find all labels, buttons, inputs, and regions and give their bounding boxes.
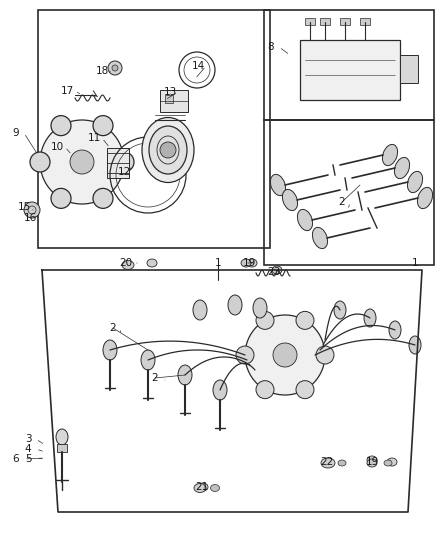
Ellipse shape bbox=[198, 483, 208, 491]
Ellipse shape bbox=[149, 126, 187, 174]
Circle shape bbox=[40, 120, 124, 204]
Text: 5: 5 bbox=[25, 454, 31, 464]
Circle shape bbox=[256, 311, 274, 329]
Bar bbox=[340, 18, 350, 25]
Ellipse shape bbox=[270, 174, 286, 196]
Ellipse shape bbox=[241, 259, 251, 267]
Ellipse shape bbox=[103, 340, 117, 360]
Circle shape bbox=[316, 346, 334, 364]
Ellipse shape bbox=[272, 266, 282, 274]
Circle shape bbox=[114, 152, 134, 172]
Ellipse shape bbox=[194, 483, 206, 492]
Circle shape bbox=[70, 150, 94, 174]
Bar bbox=[264, 10, 434, 120]
Text: 2: 2 bbox=[339, 197, 345, 207]
Ellipse shape bbox=[364, 309, 376, 327]
Ellipse shape bbox=[407, 172, 423, 192]
Circle shape bbox=[24, 202, 40, 218]
Ellipse shape bbox=[417, 188, 433, 208]
Text: 13: 13 bbox=[163, 87, 177, 97]
Ellipse shape bbox=[338, 460, 346, 466]
Circle shape bbox=[51, 188, 71, 208]
Circle shape bbox=[93, 116, 113, 135]
Text: 19: 19 bbox=[242, 258, 256, 268]
Circle shape bbox=[296, 311, 314, 329]
Ellipse shape bbox=[297, 209, 313, 231]
Ellipse shape bbox=[382, 144, 398, 166]
Circle shape bbox=[112, 65, 118, 71]
Text: 2: 2 bbox=[110, 323, 117, 333]
Circle shape bbox=[273, 343, 297, 367]
Ellipse shape bbox=[384, 460, 392, 466]
Text: 1: 1 bbox=[412, 258, 418, 268]
Ellipse shape bbox=[389, 321, 401, 339]
Text: 19: 19 bbox=[365, 457, 378, 467]
Bar bbox=[165, 95, 173, 103]
Text: 23: 23 bbox=[267, 267, 281, 277]
Text: 12: 12 bbox=[117, 167, 131, 177]
Ellipse shape bbox=[395, 157, 410, 179]
Ellipse shape bbox=[141, 350, 155, 370]
Text: 17: 17 bbox=[60, 86, 74, 96]
Text: 9: 9 bbox=[13, 128, 19, 138]
Circle shape bbox=[30, 152, 50, 172]
Text: 10: 10 bbox=[50, 142, 64, 152]
Text: 18: 18 bbox=[95, 66, 109, 76]
Text: 20: 20 bbox=[120, 258, 133, 268]
Ellipse shape bbox=[228, 295, 242, 315]
Ellipse shape bbox=[323, 458, 333, 466]
Ellipse shape bbox=[211, 484, 219, 491]
Circle shape bbox=[51, 116, 71, 135]
Circle shape bbox=[236, 346, 254, 364]
Ellipse shape bbox=[122, 261, 134, 270]
Ellipse shape bbox=[178, 365, 192, 385]
Ellipse shape bbox=[247, 259, 257, 267]
Bar bbox=[38, 10, 270, 248]
Bar bbox=[57, 444, 67, 452]
Ellipse shape bbox=[253, 298, 267, 318]
Text: 15: 15 bbox=[18, 202, 31, 212]
Text: 8: 8 bbox=[268, 42, 274, 52]
Bar bbox=[360, 18, 370, 25]
Bar bbox=[107, 148, 129, 178]
Ellipse shape bbox=[367, 456, 377, 464]
Circle shape bbox=[108, 61, 122, 75]
Ellipse shape bbox=[409, 336, 421, 354]
Ellipse shape bbox=[142, 117, 194, 182]
Ellipse shape bbox=[387, 458, 397, 466]
Circle shape bbox=[93, 188, 113, 208]
Ellipse shape bbox=[334, 301, 346, 319]
Ellipse shape bbox=[367, 459, 377, 467]
Text: 3: 3 bbox=[25, 434, 31, 444]
Text: 2: 2 bbox=[152, 373, 158, 383]
Ellipse shape bbox=[56, 429, 68, 445]
Ellipse shape bbox=[193, 300, 207, 320]
Ellipse shape bbox=[283, 189, 297, 211]
Bar bbox=[300, 40, 400, 100]
Circle shape bbox=[256, 381, 274, 399]
Text: 22: 22 bbox=[320, 457, 334, 467]
Ellipse shape bbox=[213, 380, 227, 400]
Text: 11: 11 bbox=[87, 133, 101, 143]
Bar bbox=[264, 120, 434, 265]
Circle shape bbox=[160, 142, 176, 158]
Text: 1: 1 bbox=[215, 258, 221, 268]
Ellipse shape bbox=[312, 228, 328, 248]
Text: 6: 6 bbox=[13, 454, 19, 464]
Text: 21: 21 bbox=[195, 482, 208, 492]
Text: 14: 14 bbox=[191, 61, 205, 71]
Bar bbox=[320, 18, 330, 25]
Ellipse shape bbox=[321, 458, 335, 468]
Bar bbox=[400, 55, 418, 83]
Bar bbox=[160, 90, 188, 112]
Ellipse shape bbox=[147, 259, 157, 267]
Text: 4: 4 bbox=[25, 444, 31, 454]
Bar bbox=[305, 18, 315, 25]
Circle shape bbox=[296, 381, 314, 399]
Circle shape bbox=[245, 315, 325, 395]
Text: 16: 16 bbox=[23, 213, 37, 223]
